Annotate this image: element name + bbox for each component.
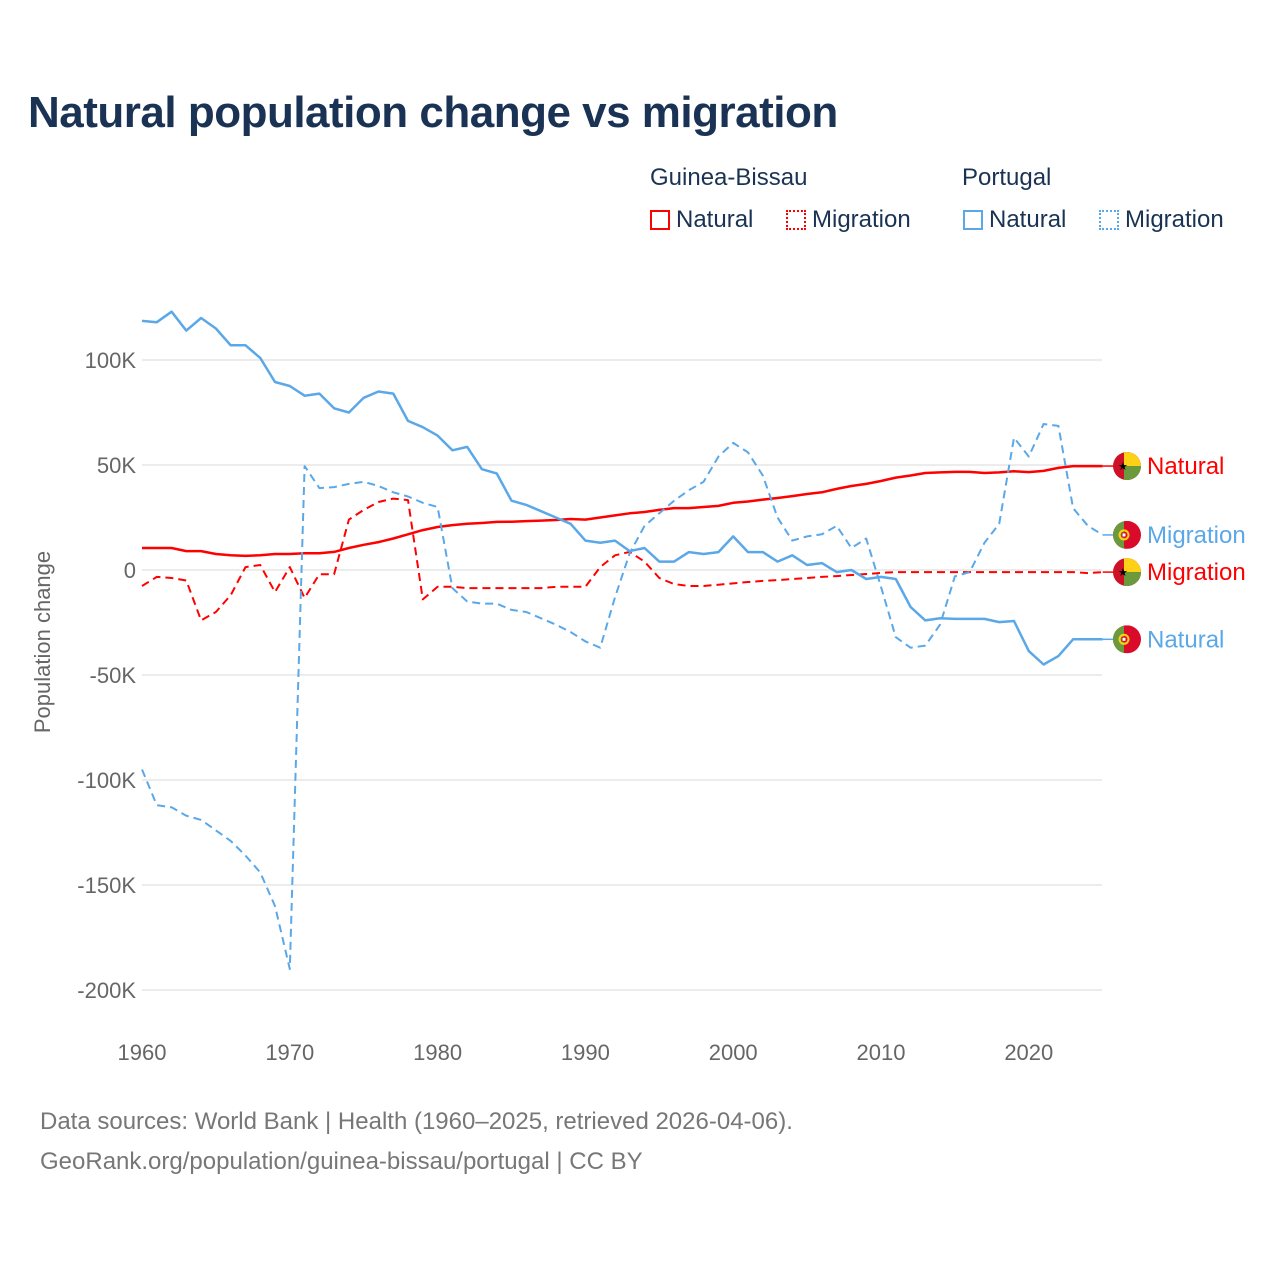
flag-star-icon: ★	[1118, 567, 1128, 579]
guinea-bissau-flag-icon: ★	[1113, 452, 1141, 481]
legend-item-gb-natural[interactable]: Natural	[650, 206, 753, 234]
portugal-flag-icon	[1113, 520, 1141, 549]
series-line-guinea-bissau-migration	[141, 497, 1103, 622]
x-tick-label: 2020	[1004, 1040, 1053, 1065]
flag-sphere	[1118, 633, 1130, 645]
legend-group-portugal: Portugal	[962, 164, 1052, 191]
y-tick-label: -200K	[77, 978, 136, 1003]
legend-label: Migration	[1125, 206, 1224, 233]
end-label: Migration	[1147, 559, 1246, 586]
legend-item-gb-migration[interactable]: Migration	[786, 206, 911, 234]
legend-label: Migration	[812, 206, 911, 233]
series-line-portugal-migration	[141, 423, 1104, 970]
y-tick-label: 100K	[85, 348, 137, 373]
legend-swatch-dotted-icon	[1099, 210, 1119, 230]
flag-shield	[1121, 532, 1127, 538]
y-tick-label: 0	[124, 558, 136, 583]
chart-title: Natural population change vs migration	[28, 88, 838, 137]
legend-swatch-dotted-icon	[786, 210, 806, 230]
series-line-portugal-natural	[141, 310, 1103, 666]
x-tick-label: 1980	[413, 1040, 462, 1065]
end-label: Natural	[1147, 453, 1224, 480]
y-axis-label: Population change	[30, 551, 55, 733]
x-tick-label: 1990	[561, 1040, 610, 1065]
flag-star-icon: ★	[1118, 461, 1128, 473]
source-note: Data sources: World Bank | Health (1960–…	[40, 1108, 793, 1135]
x-tick-label: 1970	[265, 1040, 314, 1065]
y-tick-label: 50K	[97, 453, 136, 478]
legend-swatch-solid-icon	[963, 210, 983, 230]
y-tick-label: -100K	[77, 768, 136, 793]
x-tick-label: 2000	[709, 1040, 758, 1065]
legend-swatch-solid-icon	[650, 210, 670, 230]
legend-label: Natural	[676, 206, 754, 233]
legend-label: Natural	[989, 206, 1067, 233]
series-line-guinea-bissau-natural	[142, 464, 1103, 558]
x-tick-label: 1960	[118, 1040, 167, 1065]
legend-group-guinea-bissau: Guinea-Bissau	[650, 164, 808, 191]
portugal-flag-icon	[1113, 625, 1141, 654]
flag-sphere	[1118, 529, 1130, 541]
end-label: Natural	[1147, 626, 1224, 653]
y-tick-label: -150K	[77, 873, 136, 898]
end-label: Migration	[1147, 522, 1246, 549]
x-tick-label: 2010	[857, 1040, 906, 1065]
y-tick-label: -50K	[90, 663, 137, 688]
legend-item-pt-natural[interactable]: Natural	[963, 206, 1066, 234]
flag-shield	[1121, 636, 1127, 642]
source-url[interactable]: GeoRank.org/population/guinea-bissau/por…	[40, 1148, 643, 1175]
guinea-bissau-flag-icon: ★	[1113, 558, 1141, 587]
legend-item-pt-migration[interactable]: Migration	[1099, 206, 1224, 234]
